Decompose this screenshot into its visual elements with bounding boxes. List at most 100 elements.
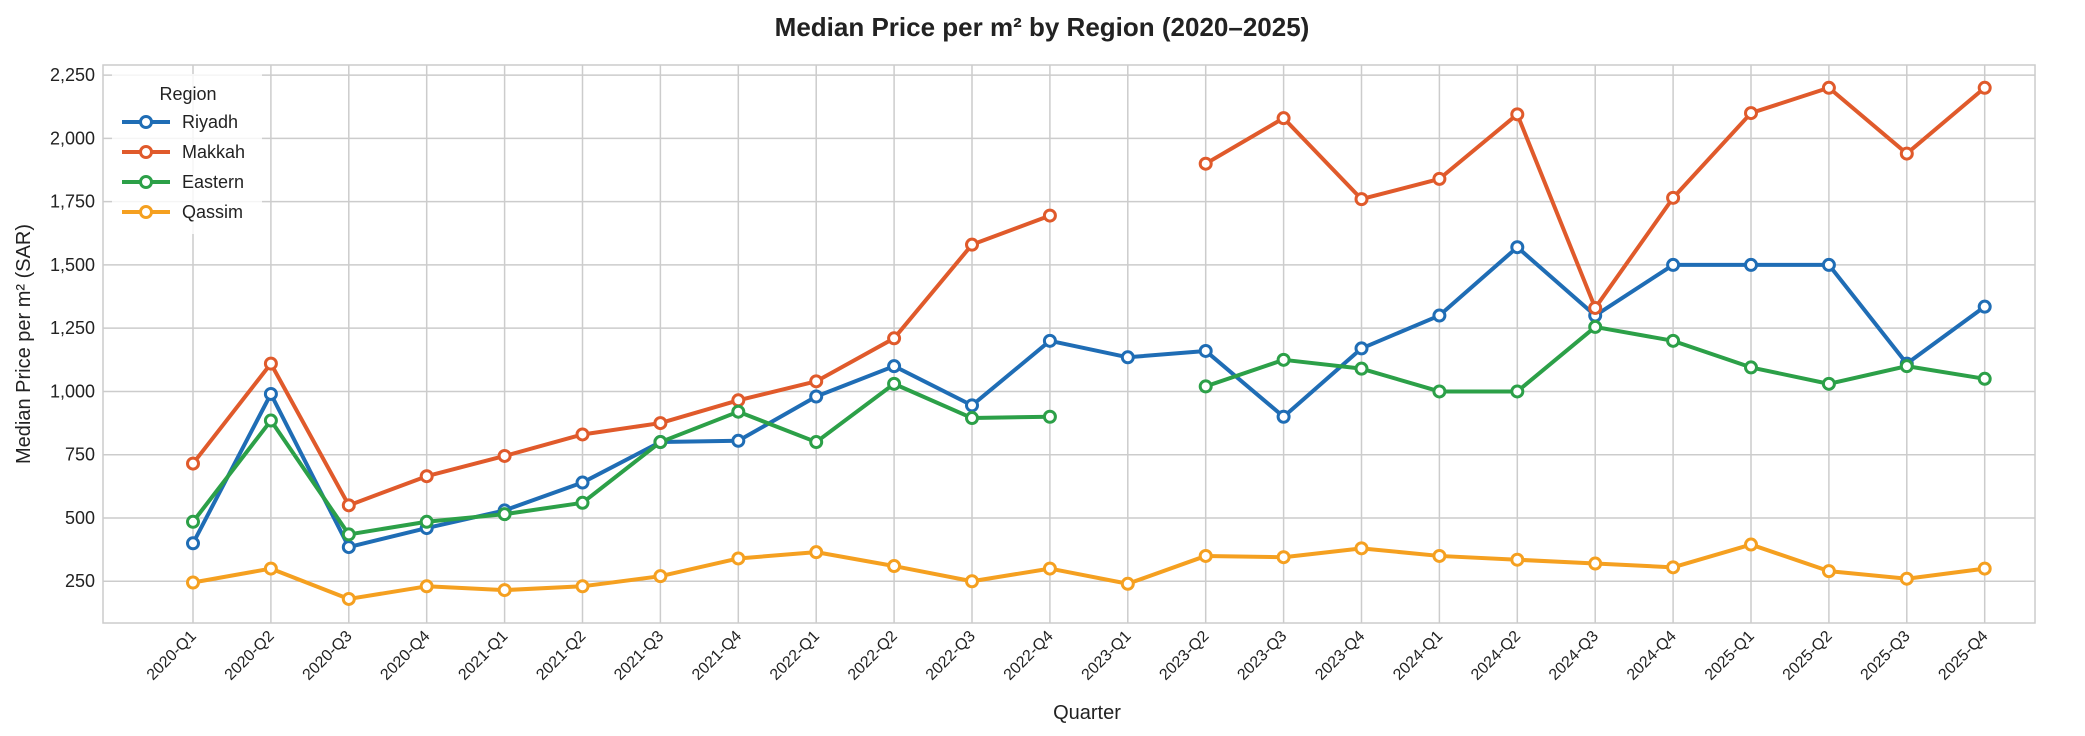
- data-point: [341, 498, 356, 513]
- data-point: [1588, 300, 1603, 315]
- data-point: [1042, 208, 1057, 223]
- series-group: [186, 80, 1992, 606]
- data-point: [1042, 561, 1057, 576]
- data-point: [1432, 308, 1447, 323]
- data-point: [575, 475, 590, 490]
- data-point: [1588, 556, 1603, 571]
- data-point: [1821, 564, 1836, 579]
- data-point: [1744, 360, 1758, 375]
- data-point: [1354, 361, 1369, 376]
- data-point: [263, 386, 278, 401]
- legend-item-makkah: Makkah: [122, 142, 245, 162]
- legend-swatch-marker: [139, 145, 153, 159]
- data-point: [1276, 352, 1291, 367]
- data-point: [419, 469, 434, 484]
- x-tick-label: 2023-Q1: [1079, 628, 1135, 684]
- data-point: [965, 574, 979, 589]
- series-qassim: [186, 537, 1992, 606]
- x-tick-label: 2024-Q1: [1390, 628, 1446, 684]
- legend-swatch-marker: [139, 205, 153, 219]
- data-point: [809, 389, 824, 404]
- series-makkah: [186, 80, 1992, 513]
- data-point: [809, 374, 824, 389]
- data-point: [1510, 240, 1525, 255]
- legend-title: Region: [159, 84, 216, 104]
- data-point: [419, 579, 434, 594]
- data-point: [186, 456, 200, 471]
- data-point: [419, 514, 434, 529]
- data-point: [1198, 343, 1213, 358]
- x-axis-ticks: 2020-Q1 2020-Q2 2020-Q3 2020-Q4 2021-Q1 2021-…: [144, 628, 1992, 684]
- data-point: [186, 514, 200, 529]
- legend-label: Riyadh: [182, 112, 238, 132]
- data-point: [1821, 376, 1836, 391]
- data-point: [1354, 341, 1369, 356]
- data-point: [341, 527, 356, 542]
- data-point: [1432, 171, 1447, 186]
- data-point: [1432, 548, 1447, 563]
- legend: Region Riyadh Makkah Eastern Qassim: [112, 74, 262, 234]
- data-point: [731, 404, 746, 419]
- data-point: [1276, 111, 1291, 126]
- data-point: [1821, 80, 1836, 95]
- data-point: [1821, 257, 1836, 272]
- data-point: [575, 427, 590, 442]
- legend-item-eastern: Eastern: [122, 172, 244, 192]
- data-point: [1198, 156, 1213, 171]
- x-tick-label: 2025-Q1: [1702, 628, 1758, 684]
- legend-item-qassim: Qassim: [122, 202, 243, 222]
- data-point: [1666, 190, 1681, 205]
- data-point: [731, 551, 746, 566]
- data-point: [809, 545, 824, 560]
- data-point: [1744, 257, 1758, 272]
- data-point: [1510, 384, 1525, 399]
- data-point: [1276, 409, 1291, 424]
- data-point: [497, 507, 512, 522]
- data-point: [263, 561, 278, 576]
- y-tick-label: 1,250: [50, 318, 95, 338]
- series-line: [191, 542, 1987, 601]
- data-point: [1977, 371, 1992, 386]
- data-point: [1198, 379, 1213, 394]
- data-point: [1276, 550, 1291, 565]
- data-point: [1354, 541, 1369, 556]
- data-point: [1432, 384, 1447, 399]
- x-tick-label: 2020-Q4: [377, 628, 433, 684]
- data-point: [575, 495, 590, 510]
- x-tick-label: 2025-Q3: [1858, 628, 1914, 684]
- data-point: [1120, 576, 1135, 591]
- data-point: [341, 540, 356, 555]
- y-tick-label: 1,000: [50, 381, 95, 401]
- data-point: [1666, 560, 1681, 575]
- x-tick-label: 2025-Q4: [1935, 628, 1991, 684]
- legend-label: Eastern: [182, 172, 244, 192]
- data-point: [497, 583, 512, 598]
- data-point: [263, 356, 278, 371]
- data-point: [653, 569, 668, 584]
- data-point: [731, 433, 746, 448]
- x-axis-label: Quarter: [1053, 702, 1121, 724]
- data-point: [1042, 333, 1057, 348]
- legend-item-riyadh: Riyadh: [122, 112, 238, 132]
- data-point: [1666, 257, 1681, 272]
- x-tick-label: 2021-Q2: [533, 628, 589, 684]
- data-point: [1899, 359, 1914, 374]
- data-point: [1510, 552, 1525, 567]
- data-point: [1977, 80, 1992, 95]
- data-point: [1899, 571, 1914, 586]
- x-tick-label: 2024-Q3: [1546, 628, 1602, 684]
- series-line: [191, 245, 1987, 550]
- x-tick-label: 2022-Q4: [1001, 628, 1057, 684]
- series-eastern: [186, 319, 1992, 542]
- legend-label: Makkah: [182, 142, 245, 162]
- x-tick-label: 2020-Q3: [300, 628, 356, 684]
- data-point: [1354, 192, 1369, 207]
- series-line: [191, 381, 1052, 537]
- x-tick-label: 2021-Q1: [455, 628, 511, 684]
- y-tick-label: 750: [65, 445, 95, 465]
- data-point: [186, 536, 200, 551]
- x-tick-label: 2023-Q2: [1156, 628, 1212, 684]
- data-point: [653, 416, 668, 431]
- data-point: [965, 411, 979, 426]
